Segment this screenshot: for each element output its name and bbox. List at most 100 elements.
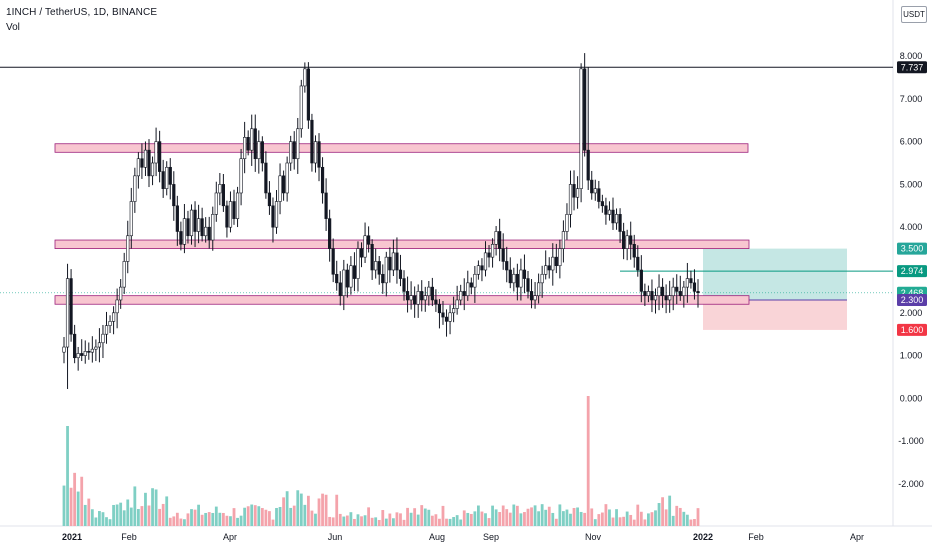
time-tick-label: 2021 xyxy=(62,532,82,542)
candle-body xyxy=(575,188,580,198)
candle-body xyxy=(136,158,140,177)
volume-bar xyxy=(608,509,611,526)
volume-bar xyxy=(105,517,108,526)
candle-body xyxy=(76,353,80,359)
price-tick-label: 0.000 xyxy=(900,393,923,403)
candle-body xyxy=(328,218,332,249)
volume-bar xyxy=(487,518,491,526)
volume-bar xyxy=(664,509,668,526)
volume-bar xyxy=(647,513,650,526)
candle-body xyxy=(338,282,342,296)
volume-bar xyxy=(338,513,342,526)
volume-bar xyxy=(328,516,332,526)
price-tag-1-600[interactable] xyxy=(897,323,927,336)
volume-bar xyxy=(62,485,66,526)
volume-bar xyxy=(243,507,247,526)
candle-body xyxy=(685,278,689,288)
volume-indicator-label[interactable]: Vol xyxy=(6,22,20,33)
candle-body xyxy=(232,201,236,219)
candle-body xyxy=(604,205,608,215)
long-position-loss-zone[interactable] xyxy=(703,299,847,330)
price-tick-label: 5.000 xyxy=(900,179,923,189)
volume-bar xyxy=(264,509,268,526)
volume-bar xyxy=(221,512,225,526)
volume-bar xyxy=(94,517,98,526)
candle-body xyxy=(646,291,651,296)
candle-body xyxy=(250,128,254,151)
price-tag-2-300[interactable] xyxy=(897,293,927,306)
volume-bar xyxy=(597,514,601,526)
volume-bar xyxy=(374,517,378,526)
candle-body xyxy=(257,141,261,160)
candle-body xyxy=(154,141,158,164)
long-position-profit-zone[interactable] xyxy=(703,248,847,300)
sr-zone-top[interactable] xyxy=(54,143,749,153)
candle-body xyxy=(547,265,551,271)
volume-bar xyxy=(126,499,130,526)
volume-bar xyxy=(391,518,395,526)
candle-body xyxy=(175,205,179,232)
volume-bar xyxy=(310,510,314,526)
sr-zone-mid[interactable] xyxy=(54,239,750,249)
price-tick-label: 4.000 xyxy=(900,222,923,232)
price-tag-3-500[interactable] xyxy=(897,242,927,255)
candle-body xyxy=(158,141,162,172)
volume-bar xyxy=(515,505,519,526)
currency-button[interactable]: USDT xyxy=(901,6,927,23)
candle-body xyxy=(561,231,566,249)
candle-body xyxy=(384,256,388,284)
volume-bar xyxy=(158,508,162,526)
candle-body xyxy=(218,184,222,194)
candle-body xyxy=(161,171,165,189)
candle-body xyxy=(267,192,272,207)
volume-bar xyxy=(144,492,147,526)
candle-body xyxy=(278,175,282,202)
volume-bar xyxy=(370,517,374,526)
volume-bar xyxy=(151,488,154,526)
candle-body xyxy=(618,214,622,232)
sr-zone-low[interactable] xyxy=(54,295,750,305)
volume-bar xyxy=(473,511,477,526)
candle-body xyxy=(207,226,211,241)
candle-body xyxy=(554,256,558,267)
volume-bar xyxy=(197,504,200,526)
volume-bar xyxy=(282,497,285,526)
volume-bar xyxy=(356,514,360,526)
candle-body xyxy=(306,68,310,121)
candle-body xyxy=(413,295,417,305)
price-tick-label: 2.000 xyxy=(900,308,923,318)
price-tag-text: 7.737 xyxy=(901,62,924,72)
candle-body xyxy=(498,231,502,249)
volume-bar xyxy=(661,497,664,526)
price-tag-7-737[interactable] xyxy=(897,61,927,74)
symbol-title: 1INCH / TetherUS, 1D, BINANCE xyxy=(6,7,158,18)
volume-bar xyxy=(554,518,558,526)
candle-body xyxy=(660,286,665,296)
candle-body xyxy=(370,244,374,271)
candle-body xyxy=(473,273,477,288)
candle-body xyxy=(200,218,204,237)
volume-bar xyxy=(98,511,101,526)
volume-bar xyxy=(682,511,686,526)
price-tag-2-974[interactable] xyxy=(897,265,927,278)
candle-body xyxy=(526,278,530,292)
candle-body xyxy=(133,175,137,202)
volume-bar xyxy=(285,491,289,526)
volume-bar xyxy=(576,507,579,526)
volume-bar xyxy=(349,512,353,526)
candle-body xyxy=(423,295,427,301)
candle-body xyxy=(476,265,481,275)
volume-bar xyxy=(586,396,590,526)
volume-bar xyxy=(551,512,555,526)
candle-body xyxy=(80,353,84,356)
volume-bar xyxy=(271,519,275,526)
price-tick-label: -2.000 xyxy=(898,479,924,489)
volume-bar xyxy=(360,516,363,526)
candle-body xyxy=(359,248,364,258)
volume-bar xyxy=(367,507,371,526)
candle-body xyxy=(122,261,126,288)
candle-body xyxy=(508,269,512,284)
price-tag-text: 1.600 xyxy=(901,325,924,335)
volume-bar xyxy=(353,518,356,526)
